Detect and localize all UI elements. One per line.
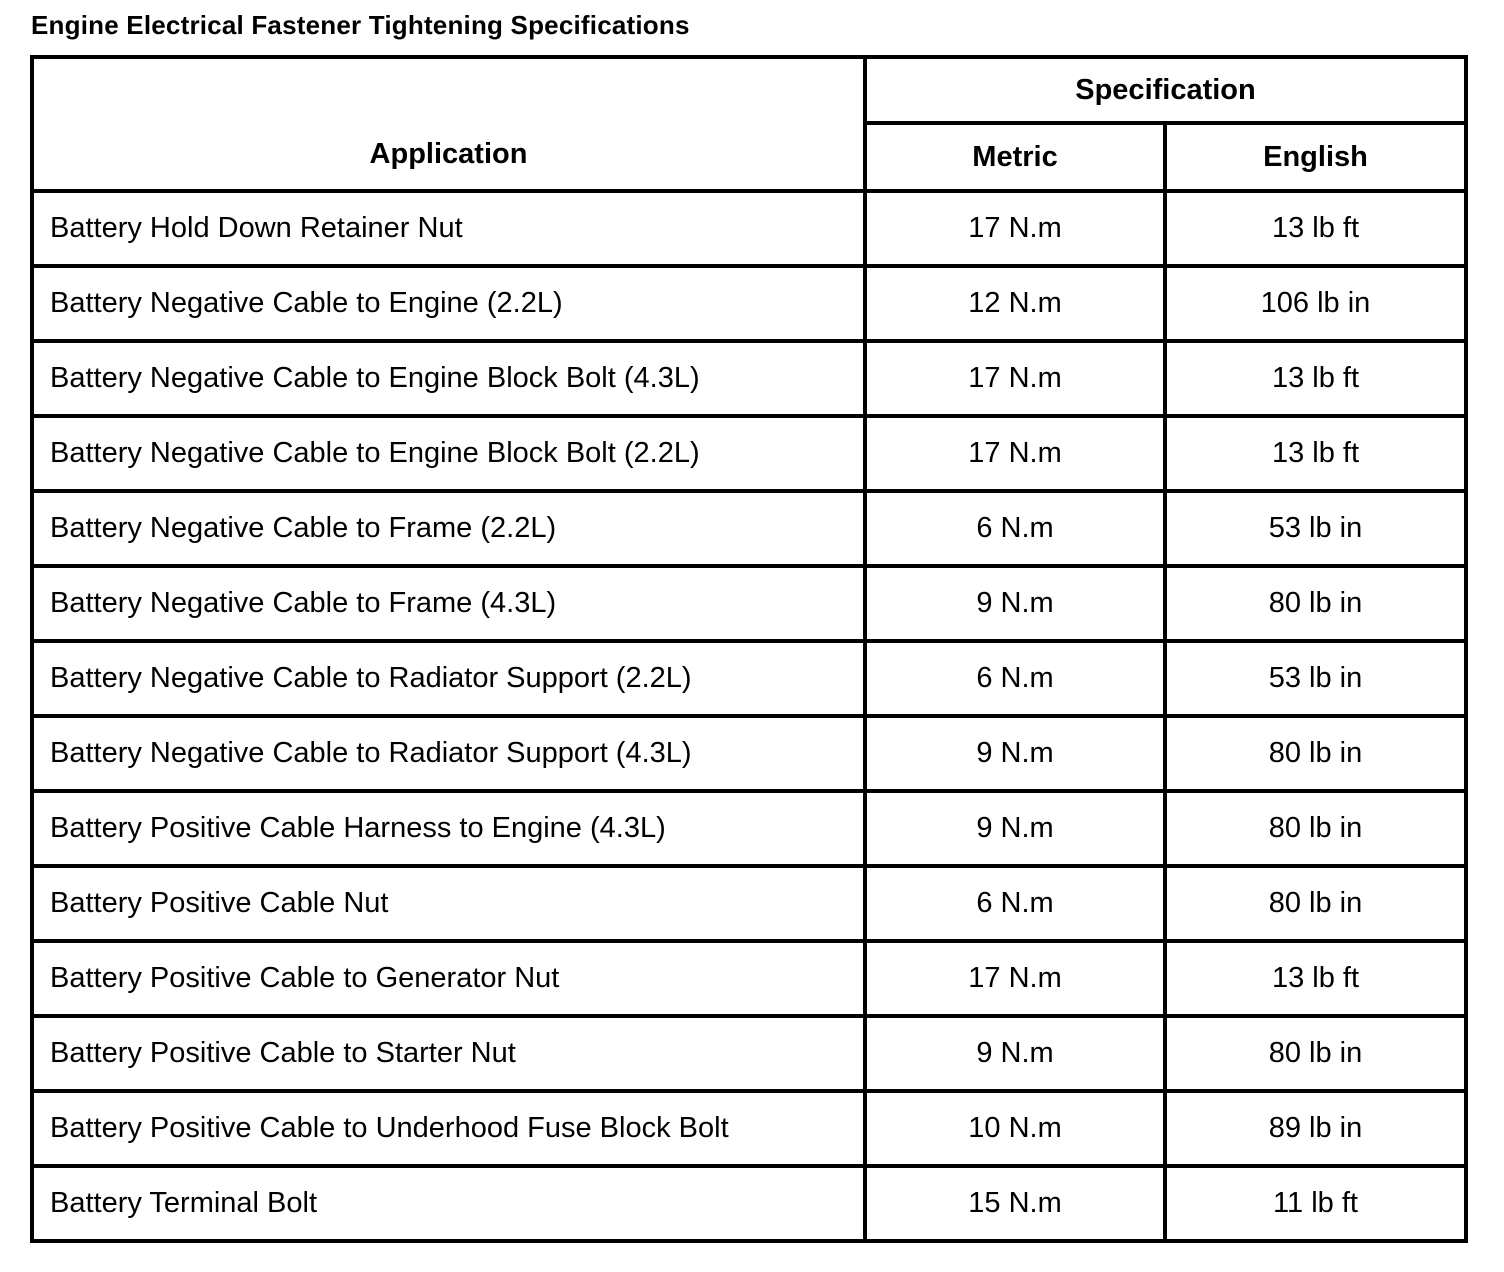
header-row-specification: Application Specification bbox=[30, 55, 1468, 193]
specification-column-group-header: Specification bbox=[863, 55, 1468, 125]
table-row: Battery Positive Cable to Generator Nut … bbox=[30, 939, 1468, 1018]
table-row: Battery Positive Cable Nut 6 N.m 80 lb i… bbox=[30, 864, 1468, 943]
metric-value-cell: 9 N.m bbox=[863, 789, 1167, 868]
application-column-header: Application bbox=[30, 55, 867, 193]
application-cell: Battery Positive Cable Harness to Engine… bbox=[30, 789, 867, 868]
table-row: Battery Negative Cable to Engine Block B… bbox=[30, 414, 1468, 493]
english-value-cell: 106 lb in bbox=[1163, 264, 1468, 343]
metric-value-cell: 15 N.m bbox=[863, 1164, 1167, 1243]
application-cell: Battery Terminal Bolt bbox=[30, 1164, 867, 1243]
english-value-cell: 13 lb ft bbox=[1163, 414, 1468, 493]
metric-value-cell: 6 N.m bbox=[863, 864, 1167, 943]
application-cell: Battery Positive Cable Nut bbox=[30, 864, 867, 943]
application-cell: Battery Negative Cable to Radiator Suppo… bbox=[30, 714, 867, 793]
table-row: Battery Hold Down Retainer Nut 17 N.m 13… bbox=[30, 189, 1468, 268]
application-cell: Battery Negative Cable to Engine Block B… bbox=[30, 414, 867, 493]
table-row: Battery Positive Cable to Starter Nut 9 … bbox=[30, 1014, 1468, 1093]
english-value-cell: 80 lb in bbox=[1163, 864, 1468, 943]
metric-value-cell: 17 N.m bbox=[863, 189, 1167, 268]
table-row: Battery Negative Cable to Radiator Suppo… bbox=[30, 714, 1468, 793]
table-row: Battery Negative Cable to Frame (2.2L) 6… bbox=[30, 489, 1468, 568]
metric-value-cell: 9 N.m bbox=[863, 564, 1167, 643]
metric-value-cell: 10 N.m bbox=[863, 1089, 1167, 1168]
fastener-spec-table: Application Specification Metric English… bbox=[30, 55, 1468, 1243]
application-cell: Battery Negative Cable to Engine Block B… bbox=[30, 339, 867, 418]
table-header: Application Specification Metric English bbox=[30, 55, 1468, 193]
application-cell: Battery Negative Cable to Radiator Suppo… bbox=[30, 639, 867, 718]
english-value-cell: 80 lb in bbox=[1163, 564, 1468, 643]
table-row: Battery Negative Cable to Engine (2.2L) … bbox=[30, 264, 1468, 343]
english-value-cell: 13 lb ft bbox=[1163, 189, 1468, 268]
metric-value-cell: 9 N.m bbox=[863, 714, 1167, 793]
application-cell: Battery Positive Cable to Generator Nut bbox=[30, 939, 867, 1018]
english-value-cell: 53 lb in bbox=[1163, 639, 1468, 718]
metric-value-cell: 9 N.m bbox=[863, 1014, 1167, 1093]
english-value-cell: 80 lb in bbox=[1163, 1014, 1468, 1093]
english-value-cell: 80 lb in bbox=[1163, 714, 1468, 793]
table-row: Battery Negative Cable to Engine Block B… bbox=[30, 339, 1468, 418]
english-value-cell: 11 lb ft bbox=[1163, 1164, 1468, 1243]
application-cell: Battery Negative Cable to Engine (2.2L) bbox=[30, 264, 867, 343]
table-row: Battery Negative Cable to Frame (4.3L) 9… bbox=[30, 564, 1468, 643]
english-value-cell: 13 lb ft bbox=[1163, 339, 1468, 418]
page-title: Engine Electrical Fastener Tightening Sp… bbox=[31, 10, 690, 40]
english-value-cell: 89 lb in bbox=[1163, 1089, 1468, 1168]
table-row: Battery Terminal Bolt 15 N.m 11 lb ft bbox=[30, 1164, 1468, 1243]
metric-value-cell: 17 N.m bbox=[863, 939, 1167, 1018]
metric-value-cell: 6 N.m bbox=[863, 639, 1167, 718]
english-value-cell: 53 lb in bbox=[1163, 489, 1468, 568]
table-row: Battery Positive Cable to Underhood Fuse… bbox=[30, 1089, 1468, 1168]
english-value-cell: 80 lb in bbox=[1163, 789, 1468, 868]
metric-column-header: Metric bbox=[863, 121, 1167, 193]
application-cell: Battery Negative Cable to Frame (4.3L) bbox=[30, 564, 867, 643]
application-cell: Battery Negative Cable to Frame (2.2L) bbox=[30, 489, 867, 568]
metric-value-cell: 17 N.m bbox=[863, 339, 1167, 418]
application-cell: Battery Positive Cable to Underhood Fuse… bbox=[30, 1089, 867, 1168]
table-row: Battery Positive Cable Harness to Engine… bbox=[30, 789, 1468, 868]
spec-table-body: Battery Hold Down Retainer Nut 17 N.m 13… bbox=[30, 189, 1468, 1243]
application-cell: Battery Hold Down Retainer Nut bbox=[30, 189, 867, 268]
english-column-header: English bbox=[1163, 121, 1468, 193]
header-row-units: Metric English bbox=[32, 121, 1468, 193]
table-row: Battery Negative Cable to Radiator Suppo… bbox=[30, 639, 1468, 718]
metric-value-cell: 6 N.m bbox=[863, 489, 1167, 568]
english-value-cell: 13 lb ft bbox=[1163, 939, 1468, 1018]
metric-value-cell: 12 N.m bbox=[863, 264, 1167, 343]
application-cell: Battery Positive Cable to Starter Nut bbox=[30, 1014, 867, 1093]
metric-value-cell: 17 N.m bbox=[863, 414, 1167, 493]
